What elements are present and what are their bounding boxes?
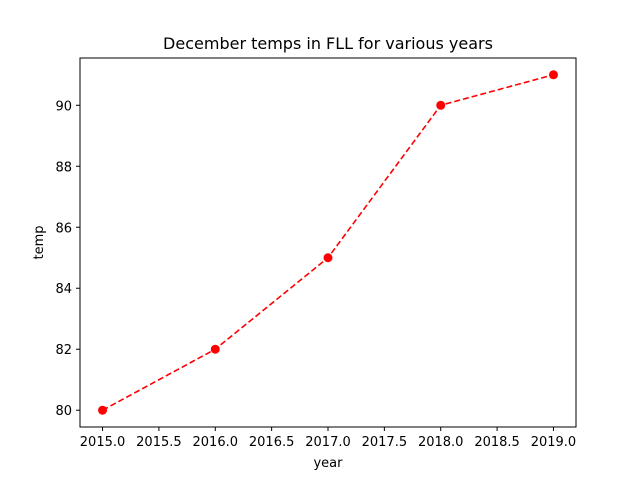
data-point-marker [210, 344, 220, 354]
x-tick-label: 2017.5 [362, 435, 408, 450]
x-tick-label: 2018.5 [474, 435, 520, 450]
x-tick-label: 2016.5 [249, 435, 295, 450]
y-tick-label: 80 [55, 404, 72, 419]
y-tick-label: 90 [55, 99, 72, 114]
x-tick-label: 2015.0 [80, 435, 126, 450]
data-point-marker [548, 70, 558, 80]
x-tick-label: 2017.0 [305, 435, 351, 450]
ticks-layer: 2015.0 2015.5 2016.0 2016.5 2017.0 2017.5 2018… [55, 99, 576, 450]
y-tick-label: 88 [55, 160, 72, 175]
y-tick-label: 86 [55, 221, 72, 236]
chart-title: December temps in FLL for various years [163, 34, 493, 53]
plot-area-frame [79, 57, 577, 428]
x-tick-label: 2016.0 [193, 435, 239, 450]
x-tick-label: 2019.0 [531, 435, 577, 450]
data-point-marker [323, 253, 333, 263]
y-tick-label: 82 [55, 343, 72, 358]
x-axis-label: year [313, 456, 343, 471]
y-axis-label: temp [32, 225, 47, 259]
x-tick-label: 2018.0 [418, 435, 464, 450]
data-point-marker [98, 405, 108, 415]
x-tick-label: 2015.5 [136, 435, 182, 450]
data-point-marker [436, 100, 446, 110]
y-tick-label: 84 [55, 282, 72, 297]
series-layer [98, 70, 558, 415]
